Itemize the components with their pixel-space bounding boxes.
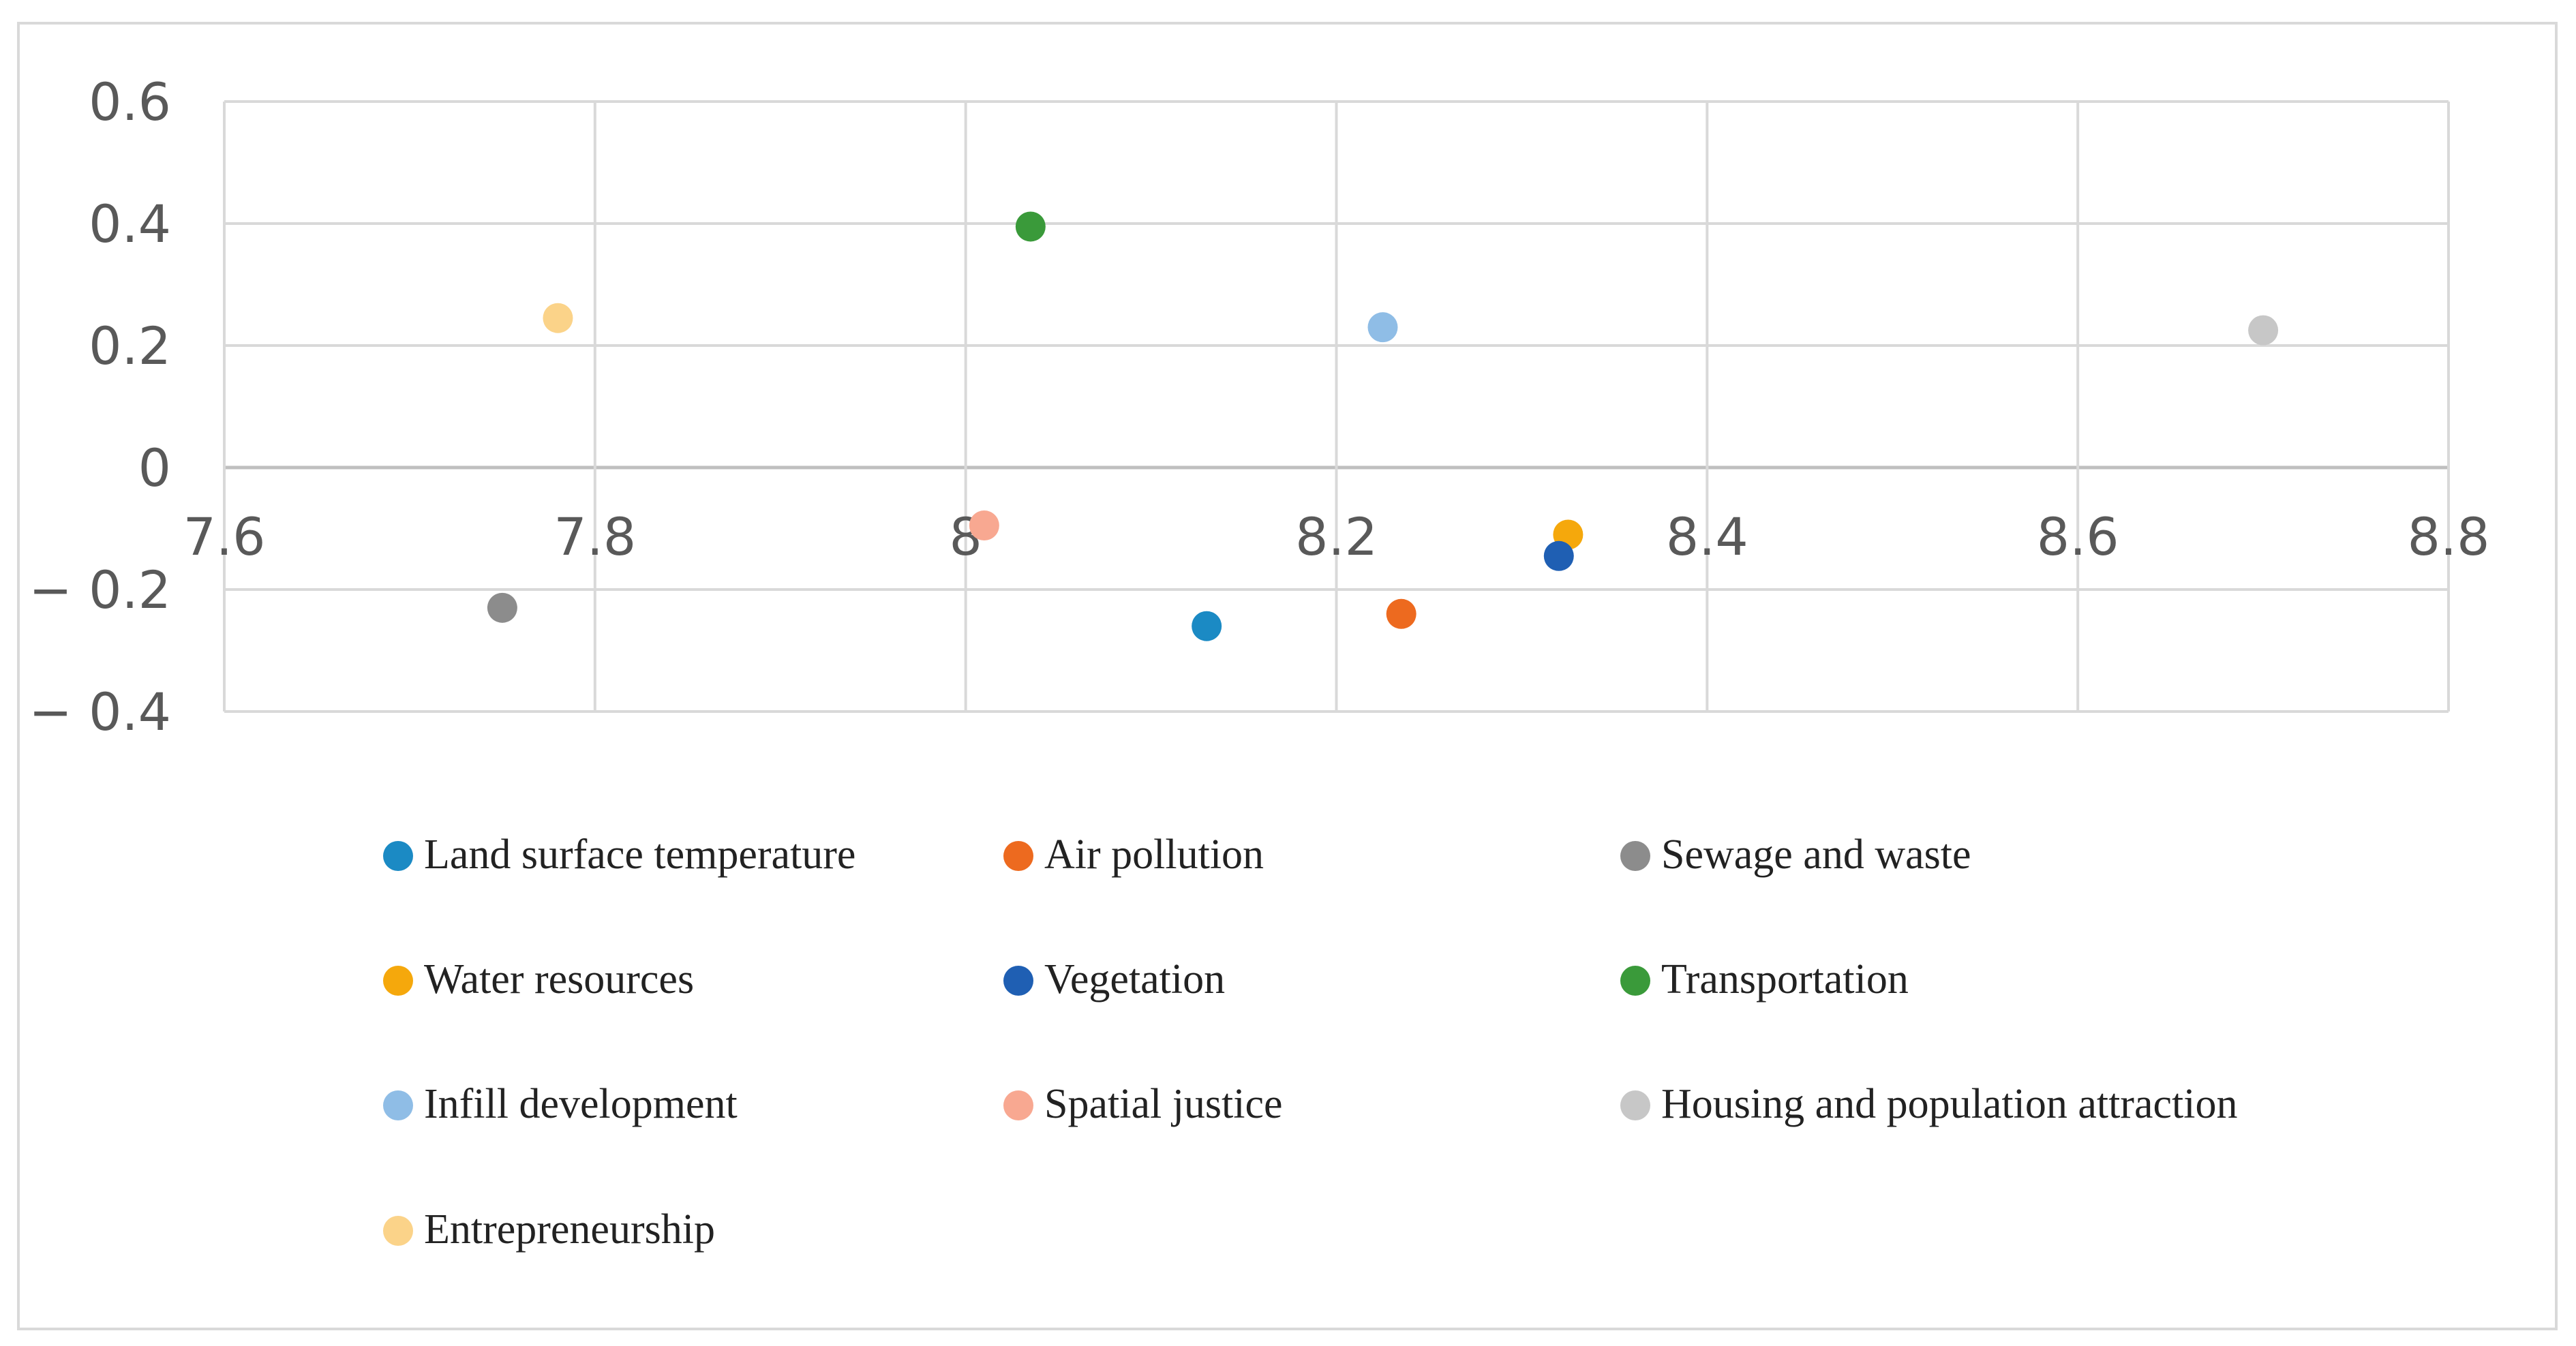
data-point[interactable] — [487, 592, 517, 623]
x-tick-label: 8.2 — [1295, 506, 1378, 567]
legend-label: Land surface temperature — [424, 831, 855, 878]
legend-label: Spatial justice — [1044, 1081, 1283, 1127]
legend-item: Housing and population attraction — [1620, 1081, 2237, 1127]
legend-item: Water resources — [383, 956, 694, 1003]
scatter-chart: 0.60.40.20− 0.2− 0.47.6 7.8 8 8.2 8.4 8.6 8.8 … — [29, 72, 2489, 1253]
y-tick-label: 0.2 — [89, 316, 171, 376]
legend-item: Infill development — [383, 1081, 738, 1127]
data-point[interactable] — [2248, 315, 2279, 346]
legend-item: Spatial justice — [1003, 1081, 1283, 1127]
legend: Land surface temperature Air pollution Sew… — [383, 831, 2237, 1253]
legend-label: Air pollution — [1044, 831, 1264, 878]
legend-marker — [1620, 966, 1650, 996]
data-point[interactable] — [969, 510, 999, 541]
legend-marker — [383, 841, 413, 871]
y-tick-label: 0 — [138, 438, 171, 498]
data-point[interactable] — [1386, 598, 1416, 629]
legend-label: Water resources — [424, 956, 694, 1003]
data-point[interactable] — [1192, 611, 1222, 641]
legend-label: Transportation — [1661, 956, 1909, 1003]
legend-label: Sewage and waste — [1661, 831, 1971, 878]
y-tick-label: 0.4 — [89, 194, 171, 254]
legend-marker — [383, 1216, 413, 1246]
x-tick-label: 8.8 — [2408, 506, 2490, 567]
y-tick-label: 0.6 — [89, 72, 171, 132]
legend-label: Entrepreneurship — [424, 1206, 715, 1253]
legend-item: Land surface temperature — [383, 831, 855, 878]
data-points — [487, 211, 2279, 641]
legend-item: Entrepreneurship — [383, 1206, 715, 1253]
legend-marker — [1620, 1090, 1650, 1120]
x-tick-label: 7.8 — [554, 506, 636, 567]
data-point[interactable] — [1367, 312, 1398, 343]
y-tick-label: − 0.2 — [29, 560, 171, 620]
y-tick-label: − 0.4 — [29, 682, 171, 742]
chart-frame: 0.6 0.4 0.2 0− 0.2− 0.4 7.6 7.8 8 8.2 8.4 8.6 8.8 … — [17, 22, 2558, 1330]
grid — [223, 100, 2450, 713]
x-tick-label: 7.6 — [183, 506, 266, 567]
legend-marker — [383, 1090, 413, 1120]
legend-item: Air pollution — [1003, 831, 1264, 878]
data-point[interactable] — [1015, 211, 1046, 242]
legend-label: Vegetation — [1044, 956, 1225, 1003]
x-tick-label: 8.6 — [2037, 506, 2119, 567]
legend-item: Sewage and waste — [1620, 831, 1971, 878]
legend-marker — [1003, 966, 1033, 996]
data-point[interactable] — [1543, 540, 1574, 571]
legend-marker — [1620, 841, 1650, 871]
legend-label: Housing and population attraction — [1661, 1081, 2237, 1127]
legend-item: Transportation — [1620, 956, 1909, 1003]
legend-marker — [1003, 841, 1033, 871]
axis-ticks: 0.60.40.20− 0.2− 0.47.6 7.8 8 8.2 8.4 8.6 8.8 — [29, 72, 2489, 742]
x-tick-label: 8.4 — [1666, 506, 1748, 567]
legend-item: Vegetation — [1003, 956, 1225, 1003]
legend-marker — [383, 966, 413, 996]
legend-label: Infill development — [424, 1081, 738, 1127]
legend-marker — [1003, 1090, 1033, 1120]
data-point[interactable] — [543, 303, 573, 333]
